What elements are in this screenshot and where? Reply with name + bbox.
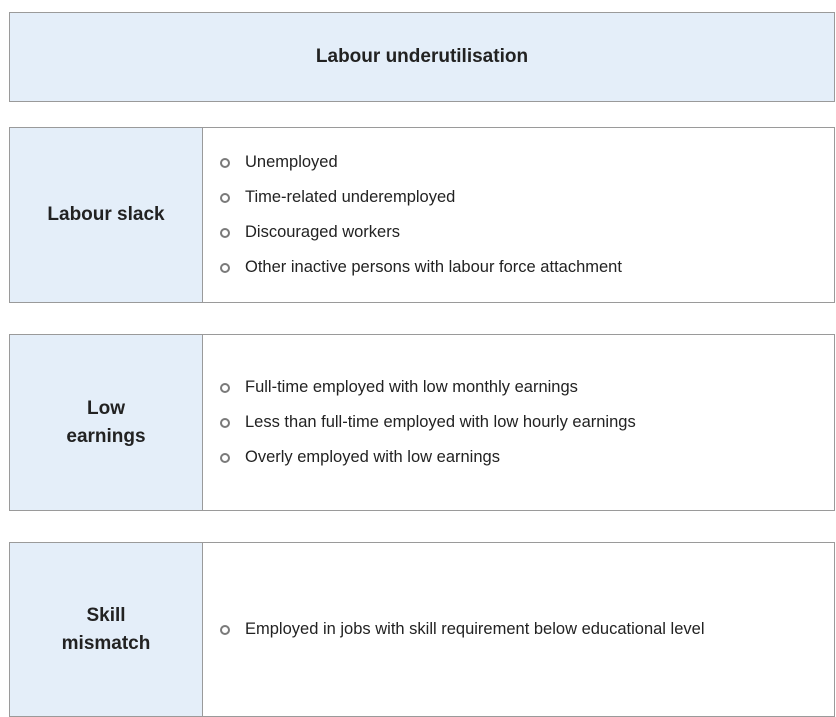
bullet	[220, 452, 230, 463]
section-label: Labour slack	[47, 204, 165, 225]
bullet	[220, 624, 230, 635]
item-text: Overly employed with low earnings	[245, 448, 500, 466]
item-text: Employed in jobs with skill requirement …	[245, 620, 705, 638]
bullet	[220, 417, 230, 428]
section: Low earnings Full-time employed with low …	[9, 334, 835, 511]
list-item: Employed in jobs with skill requirement …	[220, 612, 705, 647]
section: Skill mismatch Employed in jobs with skil…	[9, 542, 835, 717]
item-list: Employed in jobs with skill requirement …	[203, 543, 705, 716]
bullet	[220, 192, 230, 203]
list-item: Time-related underemployed	[220, 180, 622, 215]
item-text: Discouraged workers	[245, 223, 400, 241]
item-list: Full-time employed with low monthly earn…	[203, 335, 636, 510]
label-cell: Low earnings	[10, 335, 203, 510]
item-text: Other inactive persons with labour force…	[245, 258, 622, 276]
list-item: Full-time employed with low monthly earn…	[220, 370, 636, 405]
item-text: Less than full-time employed with low ho…	[245, 413, 636, 431]
section: Labour slack Unemployed Time-related under…	[9, 127, 835, 303]
label-cell: Labour slack	[10, 128, 203, 302]
item-text: Unemployed	[245, 153, 338, 171]
bullet	[220, 262, 230, 273]
bullet	[220, 382, 230, 393]
list-item: Discouraged workers	[220, 215, 622, 250]
list-item: Other inactive persons with labour force…	[220, 250, 622, 285]
header-title: Labour underutilisation	[315, 46, 529, 67]
section-label: Low earnings	[66, 397, 146, 447]
list-item: Overly employed with low earnings	[220, 440, 636, 475]
list-item: Unemployed	[220, 145, 622, 180]
header: Labour underutilisation	[9, 12, 835, 102]
list-item: Less than full-time employed with low ho…	[220, 405, 636, 440]
item-text: Full-time employed with low monthly earn…	[245, 378, 578, 396]
label-cell: Skill mismatch	[10, 543, 203, 716]
section-label: Skill mismatch	[61, 604, 151, 654]
item-text: Time-related underemployed	[245, 188, 456, 206]
item-list: Unemployed Time-related underemployed Disc…	[203, 128, 622, 302]
bullet	[220, 227, 230, 238]
bullet	[220, 157, 230, 168]
